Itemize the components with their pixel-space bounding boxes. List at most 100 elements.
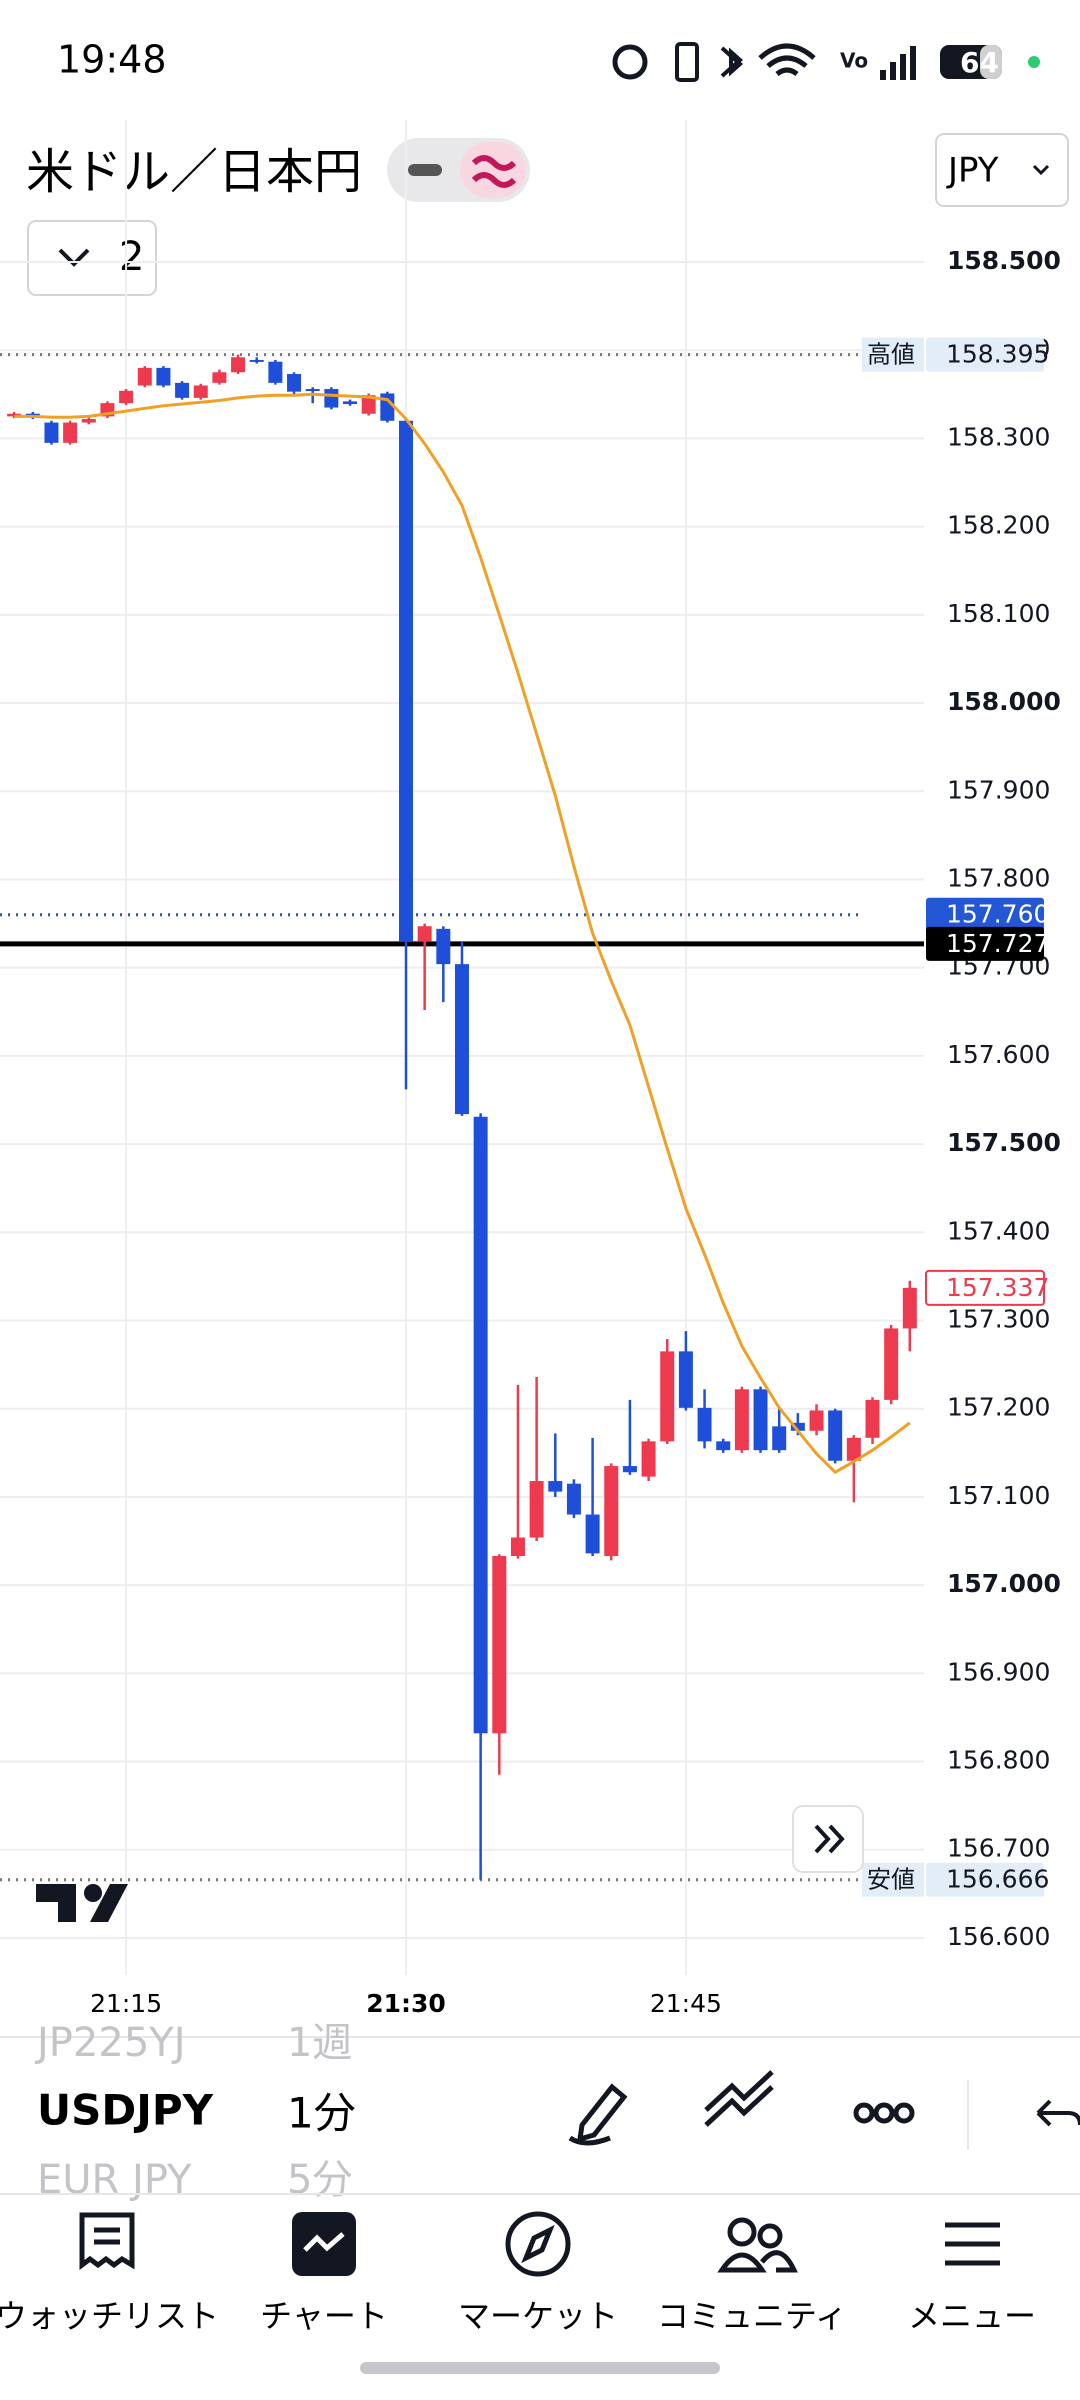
- candle-body: [231, 357, 246, 373]
- y-tick-label: 156.900: [947, 1657, 1050, 1686]
- scroll-to-latest[interactable]: [792, 1805, 864, 1873]
- candle-body: [212, 372, 227, 383]
- y-tick-label: 156.600: [947, 1922, 1050, 1951]
- y-tick-label: 158.300: [947, 422, 1050, 451]
- candle-body: [641, 1441, 656, 1477]
- nav-icon-watchlist[interactable]: [79, 2212, 135, 2270]
- candle-body: [809, 1410, 824, 1431]
- candle-body: [884, 1328, 899, 1400]
- candle-body: [44, 422, 59, 443]
- price-tag: [862, 1862, 924, 1897]
- nav-label[interactable]: コミュニティ: [657, 2297, 847, 2335]
- nav-label[interactable]: ウォッチリスト: [0, 2297, 219, 2335]
- currency-label: JPY: [946, 151, 999, 191]
- moving-average: [14, 392, 911, 1475]
- candle-body: [510, 1537, 525, 1557]
- price-label: 157.760: [946, 900, 1049, 929]
- price-tag: [862, 337, 924, 372]
- candle-body: [324, 389, 339, 408]
- x-tick-label: 21:15: [90, 1989, 162, 2018]
- symbol-option[interactable]: EUR JPY: [37, 2157, 192, 2203]
- y-tick-label: 158.500: [947, 246, 1061, 275]
- trend-tools[interactable]: [704, 2070, 774, 2127]
- symbol-option[interactable]: USDJPY: [37, 2086, 214, 2135]
- candle-body: [156, 367, 171, 386]
- candle-body: [753, 1389, 768, 1451]
- candle-body: [287, 374, 302, 392]
- candle-body: [772, 1426, 787, 1451]
- nav-icon-market[interactable]: [505, 2211, 571, 2277]
- candle-body: [417, 926, 432, 942]
- candle-body: [678, 1351, 693, 1408]
- candle-body: [846, 1437, 861, 1461]
- more-button[interactable]: [853, 2102, 915, 2124]
- nav-label[interactable]: チャート: [260, 2297, 388, 2335]
- y-tick-label: 158.000: [947, 687, 1061, 716]
- candle-body: [454, 964, 469, 1115]
- price-box: [926, 897, 1044, 932]
- logo: [36, 1884, 128, 1922]
- undo-button[interactable]: [1036, 2099, 1080, 2127]
- battery-level: 64: [960, 46, 999, 79]
- candle-body: [25, 413, 40, 416]
- y-tick-label: 156.800: [947, 1746, 1050, 1775]
- candle-body: [137, 367, 152, 386]
- price-box: [925, 1269, 1045, 1306]
- candle-body: [790, 1422, 805, 1431]
- candle-body: [734, 1389, 749, 1451]
- currency-select[interactable]: [935, 133, 1069, 207]
- candle-body: [622, 1466, 637, 1473]
- candle-body: [399, 420, 413, 942]
- status-icons: Vo: [612, 42, 1040, 82]
- status-time: 19:48: [57, 38, 167, 82]
- chart: 156.600 156.700 156.800 156.900 157.000 157.1…: [0, 120, 1061, 2018]
- candle-body: [81, 419, 96, 423]
- price-label: 158.395: [946, 340, 1049, 369]
- y-tick-label: 157.100: [947, 1481, 1050, 1510]
- candle-body: [902, 1287, 917, 1329]
- indicator-collapse[interactable]: [27, 220, 157, 296]
- y-tick-label: 158.100: [947, 599, 1050, 628]
- price-box: [926, 337, 1044, 372]
- candle-body: [660, 1351, 675, 1442]
- symbol-option[interactable]: JP225YJ: [34, 2020, 186, 2066]
- candle-body: [436, 928, 451, 965]
- y-tick-label: 158.200: [947, 511, 1050, 540]
- nav-icon-chart[interactable]: [292, 2212, 356, 2276]
- symbol-title[interactable]: 米ドル／日本円: [26, 144, 362, 200]
- candle-body: [865, 1399, 880, 1438]
- candle-body: [249, 359, 264, 362]
- candle-body: [697, 1407, 712, 1442]
- home-indicator: [360, 2362, 720, 2374]
- drawing-tools[interactable]: [568, 2083, 628, 2146]
- candle-body: [585, 1514, 600, 1554]
- candle-body: [566, 1483, 581, 1515]
- nav-icon-menu[interactable]: [945, 2222, 1000, 2266]
- candle-body: [492, 1556, 507, 1734]
- volte-icon: Vo: [840, 49, 868, 73]
- interval-option[interactable]: 5分: [287, 2157, 352, 2203]
- price-box: [926, 926, 1044, 961]
- candle-body: [828, 1410, 843, 1461]
- nav-icon-community[interactable]: [717, 2217, 798, 2273]
- price-label: 157.337: [946, 1273, 1049, 1302]
- nav-label[interactable]: マーケット: [458, 2297, 618, 2335]
- candle-body: [548, 1481, 563, 1492]
- nav-labels: ウォッチリスト チャート マーケット コミュニティ メニュー: [0, 2297, 1036, 2335]
- price-type-toggle[interactable]: [387, 138, 530, 202]
- candle-body: [305, 389, 320, 392]
- candle-body: [473, 1116, 488, 1734]
- price-tag-label: 高値: [867, 341, 915, 369]
- y-tick-label: 157.800: [947, 863, 1050, 892]
- indicator-count: 2: [119, 234, 144, 280]
- y-tick-label: 157.400: [947, 1216, 1050, 1245]
- candle-body: [119, 390, 134, 404]
- x-tick-label: 21:45: [650, 1989, 722, 2018]
- candle-body: [604, 1466, 619, 1557]
- nav-label[interactable]: メニュー: [908, 2297, 1036, 2335]
- y-tick-label: 157.200: [947, 1393, 1050, 1422]
- y-tick-label: 157.000: [947, 1569, 1061, 1598]
- interval-option[interactable]: 1週: [287, 2020, 352, 2066]
- interval-option[interactable]: 1分: [287, 2089, 356, 2138]
